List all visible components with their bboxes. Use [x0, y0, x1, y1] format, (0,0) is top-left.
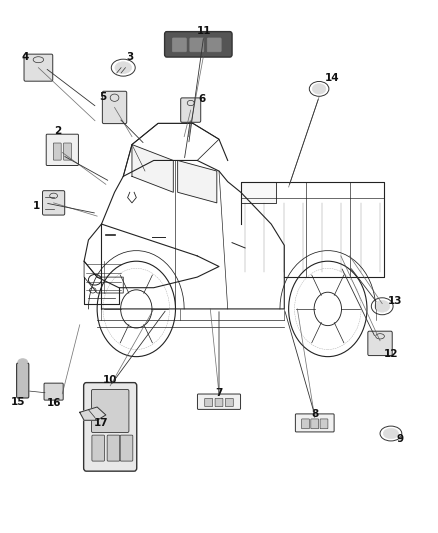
FancyBboxPatch shape [173, 38, 186, 52]
Text: 17: 17 [94, 418, 109, 428]
FancyBboxPatch shape [42, 191, 65, 215]
FancyBboxPatch shape [84, 383, 137, 471]
FancyBboxPatch shape [320, 419, 328, 429]
Ellipse shape [383, 429, 399, 439]
FancyBboxPatch shape [226, 398, 233, 407]
FancyBboxPatch shape [17, 363, 29, 398]
FancyBboxPatch shape [24, 54, 53, 81]
Ellipse shape [18, 359, 28, 365]
Polygon shape [178, 160, 217, 203]
Text: 2: 2 [54, 126, 62, 136]
Text: 8: 8 [311, 409, 318, 419]
FancyBboxPatch shape [207, 38, 221, 52]
Text: 14: 14 [325, 73, 339, 83]
Text: 6: 6 [198, 94, 205, 104]
FancyBboxPatch shape [92, 390, 129, 432]
FancyBboxPatch shape [190, 38, 204, 52]
Polygon shape [241, 182, 276, 203]
Text: 12: 12 [384, 349, 398, 359]
FancyBboxPatch shape [295, 414, 334, 432]
FancyBboxPatch shape [181, 98, 201, 122]
Text: 15: 15 [11, 397, 25, 407]
Text: 4: 4 [21, 52, 29, 62]
FancyBboxPatch shape [120, 435, 133, 461]
Text: 7: 7 [215, 387, 223, 398]
FancyBboxPatch shape [64, 143, 71, 160]
FancyBboxPatch shape [302, 419, 309, 429]
Ellipse shape [312, 84, 326, 94]
FancyBboxPatch shape [311, 419, 319, 429]
Text: 5: 5 [99, 92, 106, 102]
FancyBboxPatch shape [92, 435, 105, 461]
Text: 1: 1 [32, 200, 40, 211]
Text: 3: 3 [126, 52, 134, 62]
FancyBboxPatch shape [198, 394, 240, 409]
FancyBboxPatch shape [215, 398, 223, 407]
Text: 16: 16 [46, 398, 61, 408]
Text: 10: 10 [103, 375, 117, 385]
FancyBboxPatch shape [44, 383, 63, 400]
FancyBboxPatch shape [102, 91, 127, 124]
FancyBboxPatch shape [165, 31, 232, 57]
Polygon shape [132, 144, 173, 192]
FancyBboxPatch shape [205, 398, 212, 407]
Text: 13: 13 [388, 296, 403, 306]
FancyBboxPatch shape [368, 331, 392, 356]
FancyBboxPatch shape [53, 143, 61, 160]
FancyBboxPatch shape [107, 435, 120, 461]
Ellipse shape [115, 62, 132, 74]
Ellipse shape [374, 300, 390, 312]
Polygon shape [80, 407, 106, 420]
Text: 11: 11 [197, 26, 211, 36]
Text: 9: 9 [396, 434, 403, 444]
FancyBboxPatch shape [46, 134, 78, 165]
